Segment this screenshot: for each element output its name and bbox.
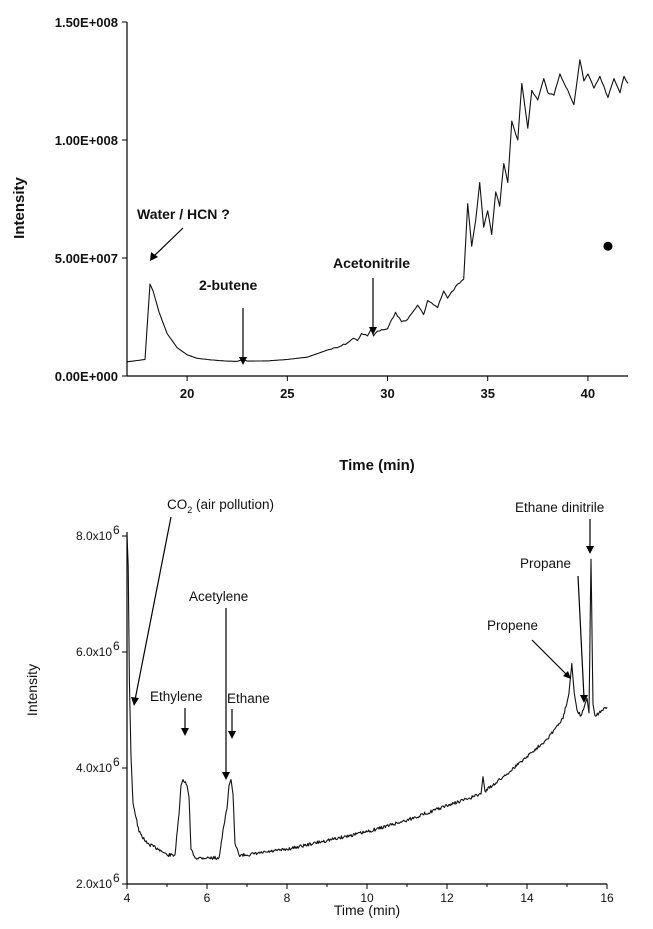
arrowhead-water-hcn — [150, 252, 158, 261]
annotation-co2: CO2 (air pollution) — [167, 497, 274, 515]
arrow-propane — [577, 575, 585, 699]
bottom-y-tick-label: 4.0x10 — [76, 761, 112, 775]
arrowhead-propane — [580, 695, 588, 703]
bottom-x-tick-label: 16 — [600, 891, 614, 905]
top-x-tick-label: 40 — [581, 386, 595, 401]
top-x-tick-label: 35 — [480, 386, 494, 401]
top-x-tick-label: 30 — [380, 386, 394, 401]
chart-top: Intensity Time (min) 0.00E+000 5.00E+007 1… — [11, 15, 629, 474]
top-y-tick-label: 1.00E+008 — [55, 133, 118, 148]
arrowhead-2-butene — [239, 357, 247, 365]
bottom-x-tick-label: 10 — [360, 891, 374, 905]
annotation-acetylene: Acetylene — [189, 589, 248, 604]
top-y-tick-label: 5.00E+007 — [55, 251, 118, 266]
bottom-y-tick-label: 8.0x10 — [76, 529, 112, 543]
bottom-y-tick-exponent: 6 — [113, 755, 120, 769]
bottom-x-tick-label: 12 — [440, 891, 454, 905]
bottom-y-axis-title: Intensity — [24, 664, 40, 716]
annotation-propene: Propene — [487, 618, 538, 633]
bottom-y-tick-label: 2.0x10 — [76, 877, 112, 891]
annotation-water-hcn: Water / HCN ? — [137, 206, 230, 222]
bottom-y-tick-exponent: 6 — [113, 523, 120, 537]
arrow-co2 — [134, 516, 172, 701]
annotation-propane: Propane — [520, 556, 571, 571]
annotation-2-butene: 2-butene — [199, 277, 258, 293]
top-series-line — [126, 59, 629, 363]
bottom-x-tick-label: 14 — [520, 891, 534, 905]
annotation-ethane: Ethane — [227, 691, 270, 706]
arrowhead-acetylene — [222, 772, 230, 780]
bottom-x-tick-label: 4 — [124, 891, 131, 905]
arrowhead-ethane-dinitrile — [586, 546, 594, 554]
top-x-tick-label: 20 — [180, 386, 194, 401]
top-marker-dot — [603, 241, 613, 251]
arrowhead-propene — [563, 671, 571, 679]
bottom-series-line — [126, 535, 608, 860]
top-x-axis-title: Time (min) — [339, 457, 415, 474]
bottom-y-tick-exponent: 6 — [113, 639, 120, 653]
arrow-propene — [531, 639, 568, 676]
top-y-tick-label: 0.00E+000 — [55, 369, 118, 384]
top-y-axis-title: Intensity — [11, 177, 28, 239]
arrowhead-co2 — [131, 697, 139, 706]
top-y-tick-label: 1.50E+008 — [55, 15, 118, 30]
bottom-x-tick-label: 6 — [204, 891, 211, 905]
top-x-tick-label: 25 — [280, 386, 294, 401]
annotation-ethane-dinitrile: Ethane dinitrile — [515, 500, 604, 515]
bottom-y-tick-label: 6.0x10 — [76, 645, 112, 659]
arrowhead-ethane — [228, 731, 236, 739]
arrowhead-ethylene — [181, 728, 189, 736]
chart-bottom: Intensity Time (min) 2.0x10 64.0x10 66.0x1… — [24, 497, 614, 918]
bottom-x-axis-title: Time (min) — [334, 902, 400, 918]
bottom-y-tick-exponent: 6 — [113, 871, 120, 885]
bottom-x-tick-label: 8 — [284, 891, 291, 905]
annotation-ethylene: Ethylene — [150, 689, 203, 704]
arrowhead-acetonitrile — [369, 327, 377, 335]
arrow-water-hcn — [152, 227, 184, 258]
annotation-acetonitrile: Acetonitrile — [333, 255, 410, 271]
